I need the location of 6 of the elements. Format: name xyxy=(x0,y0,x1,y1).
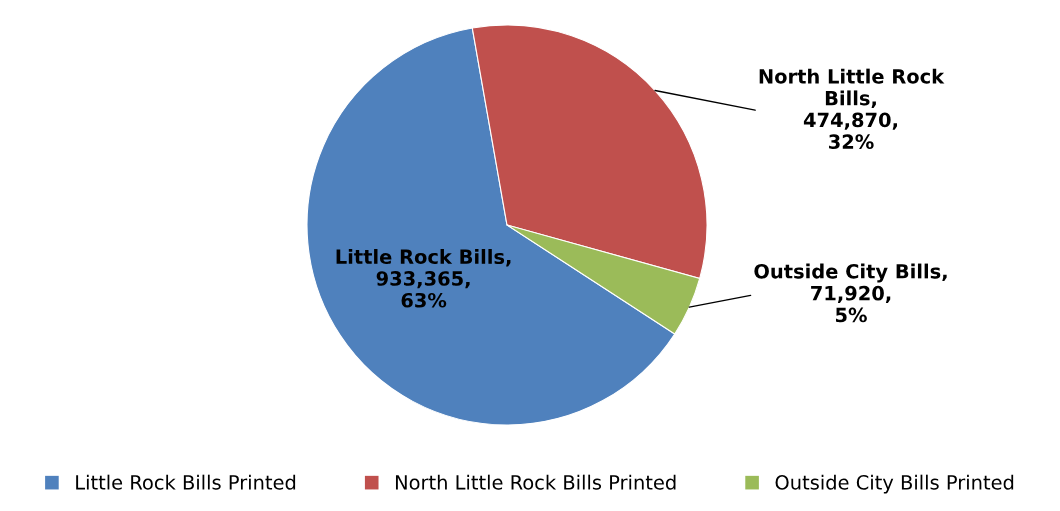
legend-label: North Little Rock Bills Printed xyxy=(395,474,676,490)
data-label: North Little Rock Bills, 474,870, 32% xyxy=(759,68,945,150)
data-label: Little Rock Bills, 933,365, 63% xyxy=(336,249,511,308)
legend-label: Outside City Bills Printed xyxy=(775,474,1014,494)
legend-label: Little Rock Bills Printed xyxy=(76,474,296,490)
data-label: Outside City Bills, 71,920, 5% xyxy=(754,263,947,323)
